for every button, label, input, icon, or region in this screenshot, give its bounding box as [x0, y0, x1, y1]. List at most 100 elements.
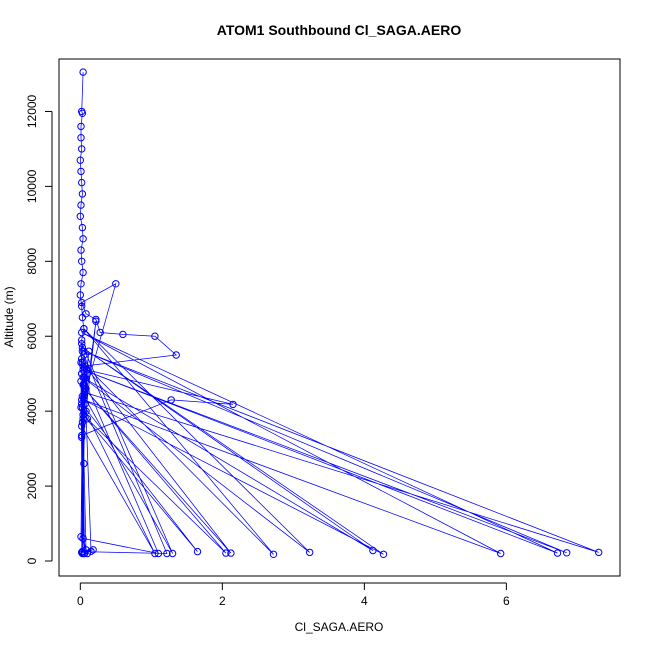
data-point	[80, 381, 88, 389]
data-point	[119, 330, 127, 339]
data-point	[79, 415, 87, 423]
data-point	[78, 431, 86, 440]
data-point	[80, 396, 88, 404]
data-point	[163, 549, 171, 558]
data-point	[83, 366, 91, 374]
data-point	[89, 546, 97, 554]
data-point	[92, 317, 100, 325]
data-point	[168, 549, 177, 558]
data-point	[79, 68, 87, 76]
data-point	[78, 355, 86, 363]
y-tick-label: 0	[25, 557, 39, 564]
data-point	[151, 549, 159, 558]
data-point	[553, 549, 562, 557]
data-point	[77, 533, 85, 541]
data-point	[77, 201, 85, 209]
data-point	[77, 280, 85, 288]
data-point	[78, 223, 87, 232]
x-tick-label: 4	[361, 594, 368, 608]
data-point	[306, 548, 314, 557]
data-point	[78, 547, 87, 556]
data-point	[595, 548, 603, 557]
y-tick-label: 12000	[25, 94, 39, 128]
data-point	[78, 298, 86, 307]
chart-title: ATOM1 Southbound Cl_SAGA.AERO	[217, 22, 462, 38]
data-point	[379, 550, 388, 558]
data-point	[79, 268, 87, 277]
y-tick-label: 4000	[25, 397, 39, 424]
x-axis-title: Cl_SAGA.AERO	[295, 620, 384, 634]
y-axis: 0 2000 4000 6000 8000 10000 12000	[25, 94, 53, 564]
data-point	[78, 343, 87, 352]
data-point	[229, 400, 237, 409]
y-tick-label: 10000	[25, 169, 39, 203]
data-point	[369, 546, 377, 555]
x-axis: 0 2 4 6	[77, 582, 510, 608]
y-axis-title: Altitude (m)	[2, 286, 16, 347]
data-point	[78, 145, 86, 153]
data-point	[151, 332, 159, 340]
data-point	[76, 212, 85, 221]
data-point	[78, 422, 86, 430]
data-point	[82, 407, 90, 415]
data-point	[77, 167, 85, 176]
y-tick-label: 2000	[25, 472, 39, 499]
data-point	[78, 400, 86, 408]
data-point	[77, 122, 85, 131]
x-tick-label: 6	[503, 594, 510, 608]
data-point	[79, 366, 87, 374]
data-point	[80, 459, 88, 468]
data-point	[76, 156, 85, 164]
data-point	[77, 134, 85, 142]
data-point	[78, 548, 86, 557]
data-point	[80, 392, 88, 400]
x-tick-label: 0	[77, 594, 84, 608]
y-tick-label: 8000	[25, 248, 39, 275]
data-point	[269, 550, 278, 558]
data-point	[78, 433, 86, 442]
data-point	[172, 351, 180, 359]
data-point	[80, 385, 89, 393]
data-point	[78, 302, 86, 310]
data-point	[87, 547, 95, 555]
data-point	[80, 325, 88, 333]
data-point	[167, 396, 175, 404]
data-point	[77, 246, 85, 254]
data-point	[193, 547, 202, 556]
data-point	[78, 418, 87, 427]
data-point	[222, 549, 230, 557]
plot-frame	[58, 58, 621, 577]
data-point	[83, 549, 92, 558]
x-tick-label: 2	[219, 594, 226, 608]
data-point	[80, 351, 88, 359]
data-point	[83, 415, 92, 423]
series-line	[79, 72, 599, 555]
data-point	[154, 549, 163, 558]
data-point	[563, 549, 571, 557]
data-point	[78, 340, 86, 348]
data-point	[78, 109, 87, 118]
data-point	[78, 358, 87, 367]
data-point	[78, 549, 87, 558]
data-point	[497, 549, 505, 558]
data-point	[80, 388, 89, 397]
data-point	[80, 407, 88, 415]
data-point	[96, 328, 104, 337]
data-point	[227, 549, 235, 557]
data-point	[79, 534, 87, 543]
data-point	[78, 178, 86, 187]
series-group	[76, 68, 603, 558]
data-point	[80, 347, 88, 355]
data-point	[85, 347, 93, 355]
data-point	[78, 257, 86, 265]
y-tick-label: 6000	[25, 323, 39, 350]
data-point	[76, 291, 85, 299]
data-point	[83, 370, 92, 378]
data-point	[82, 310, 90, 318]
data-point	[78, 328, 86, 337]
data-point	[112, 280, 120, 288]
data-point	[78, 370, 86, 378]
data-point	[79, 373, 87, 382]
